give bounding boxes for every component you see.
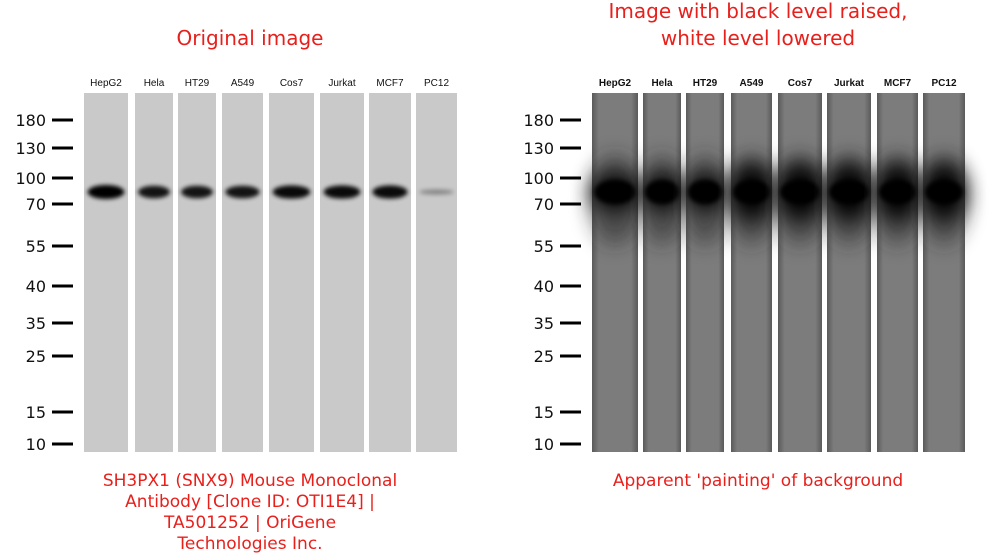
- band-core: [733, 180, 770, 204]
- panel-title: white level lowered: [661, 26, 855, 50]
- marker-label: 35: [26, 314, 46, 333]
- marker-label: 15: [534, 403, 554, 422]
- band: [138, 185, 170, 199]
- band: [419, 189, 454, 195]
- band-core: [780, 180, 820, 204]
- marker-label: 55: [26, 237, 46, 256]
- lane-label: MCF7: [884, 78, 912, 89]
- marker-label: 55: [534, 237, 554, 256]
- lane-label: Hela: [651, 78, 673, 89]
- lane: [592, 93, 638, 452]
- marker-label: 180: [523, 111, 554, 130]
- lane-label: A549: [231, 78, 255, 89]
- marker-label: 40: [534, 277, 554, 296]
- lane-label: PC12: [931, 78, 956, 89]
- marker-label: 180: [15, 111, 46, 130]
- marker-label: 25: [26, 347, 46, 366]
- band: [272, 185, 311, 199]
- lane-label: HepG2: [599, 78, 632, 89]
- lane: [643, 93, 681, 452]
- marker-label: 100: [523, 169, 554, 188]
- lane-label: HT29: [693, 78, 718, 89]
- lane: [686, 93, 724, 452]
- band: [225, 185, 260, 199]
- marker-label: 70: [534, 195, 554, 214]
- marker-label: 15: [26, 403, 46, 422]
- lane-label: A549: [740, 78, 764, 89]
- lane: [827, 93, 871, 452]
- marker-label: 10: [26, 435, 46, 454]
- lane: [369, 93, 411, 452]
- marker-label: 35: [534, 314, 554, 333]
- lane: [923, 93, 965, 452]
- lane: [320, 93, 364, 452]
- lane-label: Cos7: [788, 78, 813, 89]
- marker-label: 130: [15, 139, 46, 158]
- band-core: [925, 180, 963, 204]
- marker-label: 70: [26, 195, 46, 214]
- band: [323, 185, 361, 199]
- caption: Technologies Inc.: [176, 534, 322, 554]
- lane-label: MCF7: [376, 78, 404, 89]
- marker-label: 25: [534, 347, 554, 366]
- lane: [135, 93, 173, 452]
- lane: [416, 93, 457, 452]
- band: [181, 185, 213, 199]
- lane: [222, 93, 263, 452]
- panel-title: Original image: [177, 26, 324, 50]
- lane-label: Jurkat: [328, 78, 355, 89]
- band-core: [594, 180, 636, 204]
- lane: [84, 93, 128, 452]
- lane: [178, 93, 216, 452]
- panel-title: Image with black level raised,: [609, 0, 908, 23]
- lane: [778, 93, 822, 452]
- caption: SH3PX1 (SNX9) Mouse Monoclonal: [103, 471, 397, 491]
- lane-label: HT29: [185, 78, 210, 89]
- band-core: [879, 180, 916, 204]
- lane-label: HepG2: [90, 78, 122, 89]
- caption: TA501252 | OriGene: [163, 513, 336, 533]
- marker-label: 40: [26, 277, 46, 296]
- band-core: [644, 180, 680, 204]
- marker-label: 130: [523, 139, 554, 158]
- band: [372, 185, 408, 199]
- marker-label: 100: [15, 169, 46, 188]
- band: [87, 185, 125, 199]
- lane: [269, 93, 314, 452]
- marker-label: 10: [534, 435, 554, 454]
- caption: Apparent 'painting' of background: [613, 471, 903, 491]
- band-core: [829, 180, 869, 204]
- lane-label: Cos7: [280, 78, 304, 89]
- lane-label: Jurkat: [834, 78, 865, 89]
- lane: [877, 93, 918, 452]
- lane: [731, 93, 772, 452]
- lane-label: PC12: [424, 78, 449, 89]
- caption: Antibody [Clone ID: OTI1E4] |: [125, 492, 375, 512]
- band-core: [687, 180, 723, 204]
- lane-label: Hela: [144, 78, 165, 89]
